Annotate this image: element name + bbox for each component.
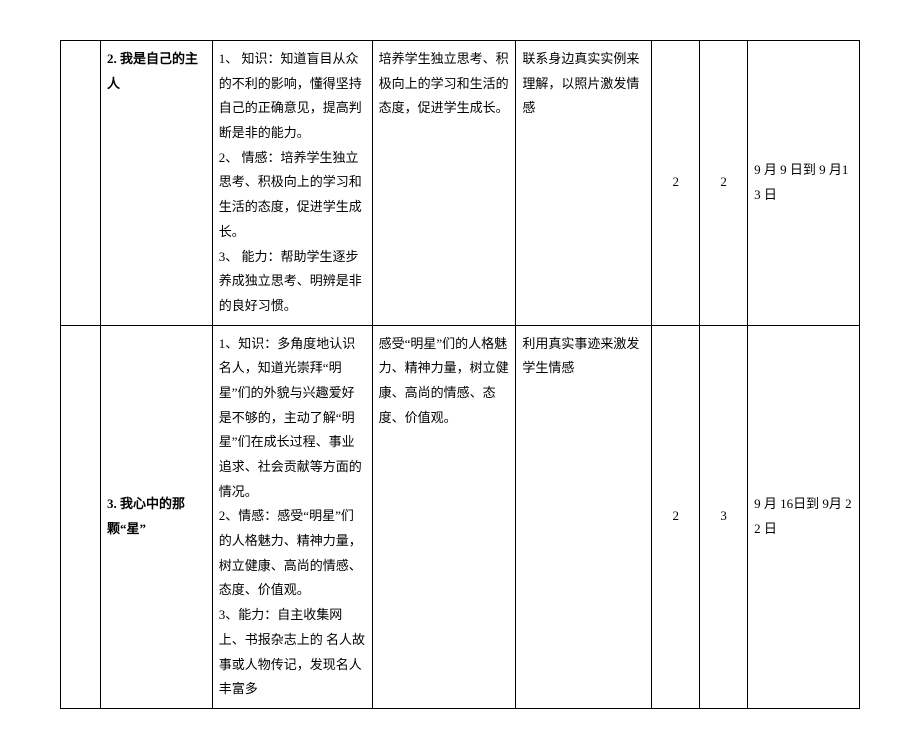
objective-cell: 培养学生独立思考、积极向上的学习和生活的态度，促进学生成长。 xyxy=(372,41,516,326)
lesson-title: 2. 我是自己的主人 xyxy=(100,41,212,326)
objective-cell: 感受“明星”们的人格魅力、精神力量，树立健康、高尚的情感、态度、价值观。 xyxy=(372,325,516,708)
knowledge-cell: 1、知识：多角度地认识名人，知道光崇拜“明星”们的外貌与兴趣爱好是不够的，主动了… xyxy=(212,325,372,708)
table-row: 3. 我心中的那颗“星” 1、知识：多角度地认识名人，知道光崇拜“明星”们的外貌… xyxy=(61,325,860,708)
table-row: 2. 我是自己的主人 1、 知识：知道盲目从众的不利的影响，懂得坚持自己的正确意… xyxy=(61,41,860,326)
blank-cell xyxy=(61,325,101,708)
date-cell: 9 月 9 日到 9 月13 日 xyxy=(748,41,860,326)
count2-cell: 3 xyxy=(700,325,748,708)
count2-cell: 2 xyxy=(700,41,748,326)
count1-cell: 2 xyxy=(652,41,700,326)
lesson-plan-table: 2. 我是自己的主人 1、 知识：知道盲目从众的不利的影响，懂得坚持自己的正确意… xyxy=(60,40,860,709)
knowledge-cell: 1、 知识：知道盲目从众的不利的影响，懂得坚持自己的正确意见，提高判断是非的能力… xyxy=(212,41,372,326)
blank-cell xyxy=(61,41,101,326)
lesson-title: 3. 我心中的那颗“星” xyxy=(100,325,212,708)
date-cell: 9 月 16日到 9月 22 日 xyxy=(748,325,860,708)
method-cell: 利用真实事迹来激发学生情感 xyxy=(516,325,652,708)
count1-cell: 2 xyxy=(652,325,700,708)
method-cell: 联系身边真实实例来理解，以照片激发情感 xyxy=(516,41,652,326)
